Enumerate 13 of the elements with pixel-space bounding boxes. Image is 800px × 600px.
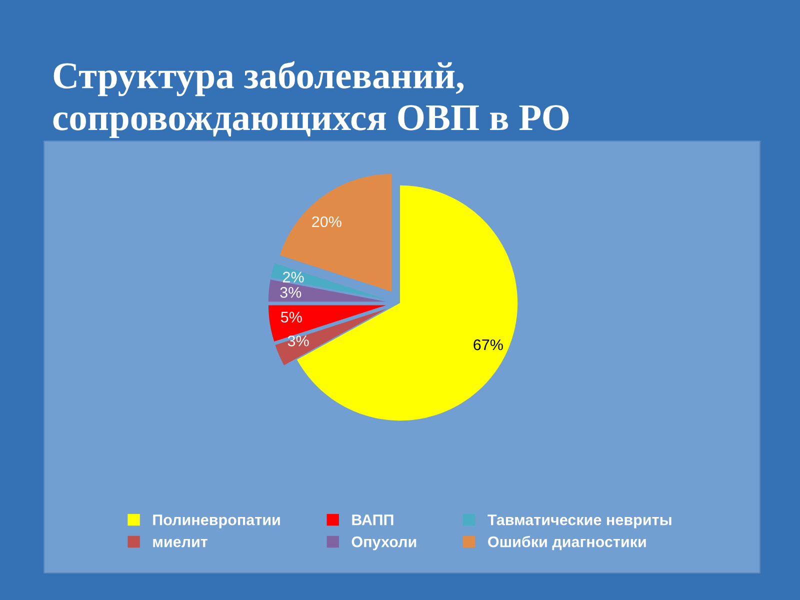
chart-title: Структура заболеваний, сопровождающихся ОВП в РО bbox=[53, 61, 569, 138]
legend-label: ВАПП bbox=[352, 514, 394, 526]
legend-label: миелит bbox=[153, 538, 208, 548]
legend-label: Тавматические невриты bbox=[488, 514, 672, 528]
data-label: 3% bbox=[288, 336, 309, 346]
data-label: 67% bbox=[474, 339, 503, 350]
legend-label: Полиневропатии bbox=[153, 514, 280, 528]
legend-label: Ошибки диагностики bbox=[488, 536, 646, 550]
legend-label: Опухоли bbox=[352, 536, 416, 550]
data-label: 20% bbox=[312, 216, 342, 228]
data-label: 2% bbox=[283, 272, 304, 282]
data-label: 5% bbox=[280, 312, 302, 323]
data-label: 3% bbox=[280, 286, 302, 298]
